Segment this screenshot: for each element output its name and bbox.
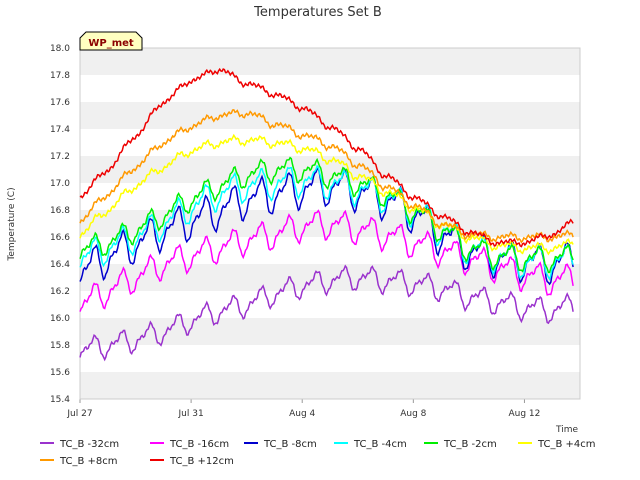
- x-tick-label: Jul 27: [66, 409, 92, 419]
- series-lines: [79, 67, 574, 362]
- grid-band: [80, 372, 580, 399]
- series-line: [79, 133, 574, 256]
- y-tick-label: 15.8: [50, 341, 70, 351]
- series-line: [79, 264, 574, 362]
- y-tick-label: 16.0: [50, 314, 70, 324]
- legend-label: TC_B -4cm: [353, 439, 407, 450]
- y-tick-label: 17.8: [50, 71, 70, 81]
- chart-title: Temperatures Set B: [253, 5, 382, 20]
- badge-shape: [79, 31, 143, 51]
- y-tick-label: 17.0: [50, 179, 70, 189]
- legend-label: TC_B -16cm: [169, 439, 229, 450]
- y-tick-label: 18.0: [50, 44, 70, 54]
- legend-label: TC_B -8cm: [263, 439, 317, 450]
- series-line: [79, 67, 574, 248]
- x-tick-label: Aug 12: [508, 409, 540, 419]
- legend-label: TC_B -2cm: [443, 439, 497, 450]
- legend-label: TC_B +4cm: [537, 439, 596, 450]
- y-tick-label: 16.8: [50, 206, 70, 216]
- legend-label: TC_B +12cm: [169, 456, 234, 467]
- x-axis-ticks: Jul 27 Jul 31 Aug 4 Aug 8 Aug 12: [66, 399, 540, 419]
- y-axis-label: Temperature (C): [7, 187, 17, 261]
- legend: TC_B -32cm TC_B -16cm TC_B -8cm TC_B -4cm TC…: [40, 439, 596, 467]
- x-tick-label: Jul 31: [178, 409, 204, 419]
- y-tick-label: 15.4: [50, 395, 70, 405]
- badge-label: WP_met: [88, 38, 134, 49]
- series-line: [79, 108, 574, 244]
- plot-area-border: [79, 47, 581, 400]
- y-axis-ticks: 15.4 15.6 15.8 16.0 16.2 16.4 16.6 16.8 17.0 17.2…: [50, 44, 70, 405]
- legend-label: TC_B +8cm: [59, 456, 118, 467]
- x-tick-label: Aug 4: [289, 409, 315, 419]
- series-line: [79, 166, 574, 286]
- series-line: [79, 156, 574, 274]
- grid-band: [80, 318, 580, 345]
- y-tick-label: 16.6: [50, 233, 70, 243]
- x-tick-label: Aug 8: [400, 409, 426, 419]
- y-tick-label: 16.2: [50, 287, 70, 297]
- y-tick-label: 16.4: [50, 260, 70, 270]
- y-tick-label: 15.6: [50, 368, 70, 378]
- grid-band: [80, 48, 580, 75]
- series-line: [79, 209, 574, 312]
- y-tick-label: 17.2: [50, 152, 70, 162]
- grid-band: [80, 102, 580, 129]
- y-tick-label: 17.6: [50, 98, 70, 108]
- x-axis-label: Time: [555, 425, 578, 435]
- y-tick-label: 17.4: [50, 125, 70, 135]
- station-badge: WP_met: [79, 31, 143, 51]
- legend-label: TC_B -32cm: [59, 439, 119, 450]
